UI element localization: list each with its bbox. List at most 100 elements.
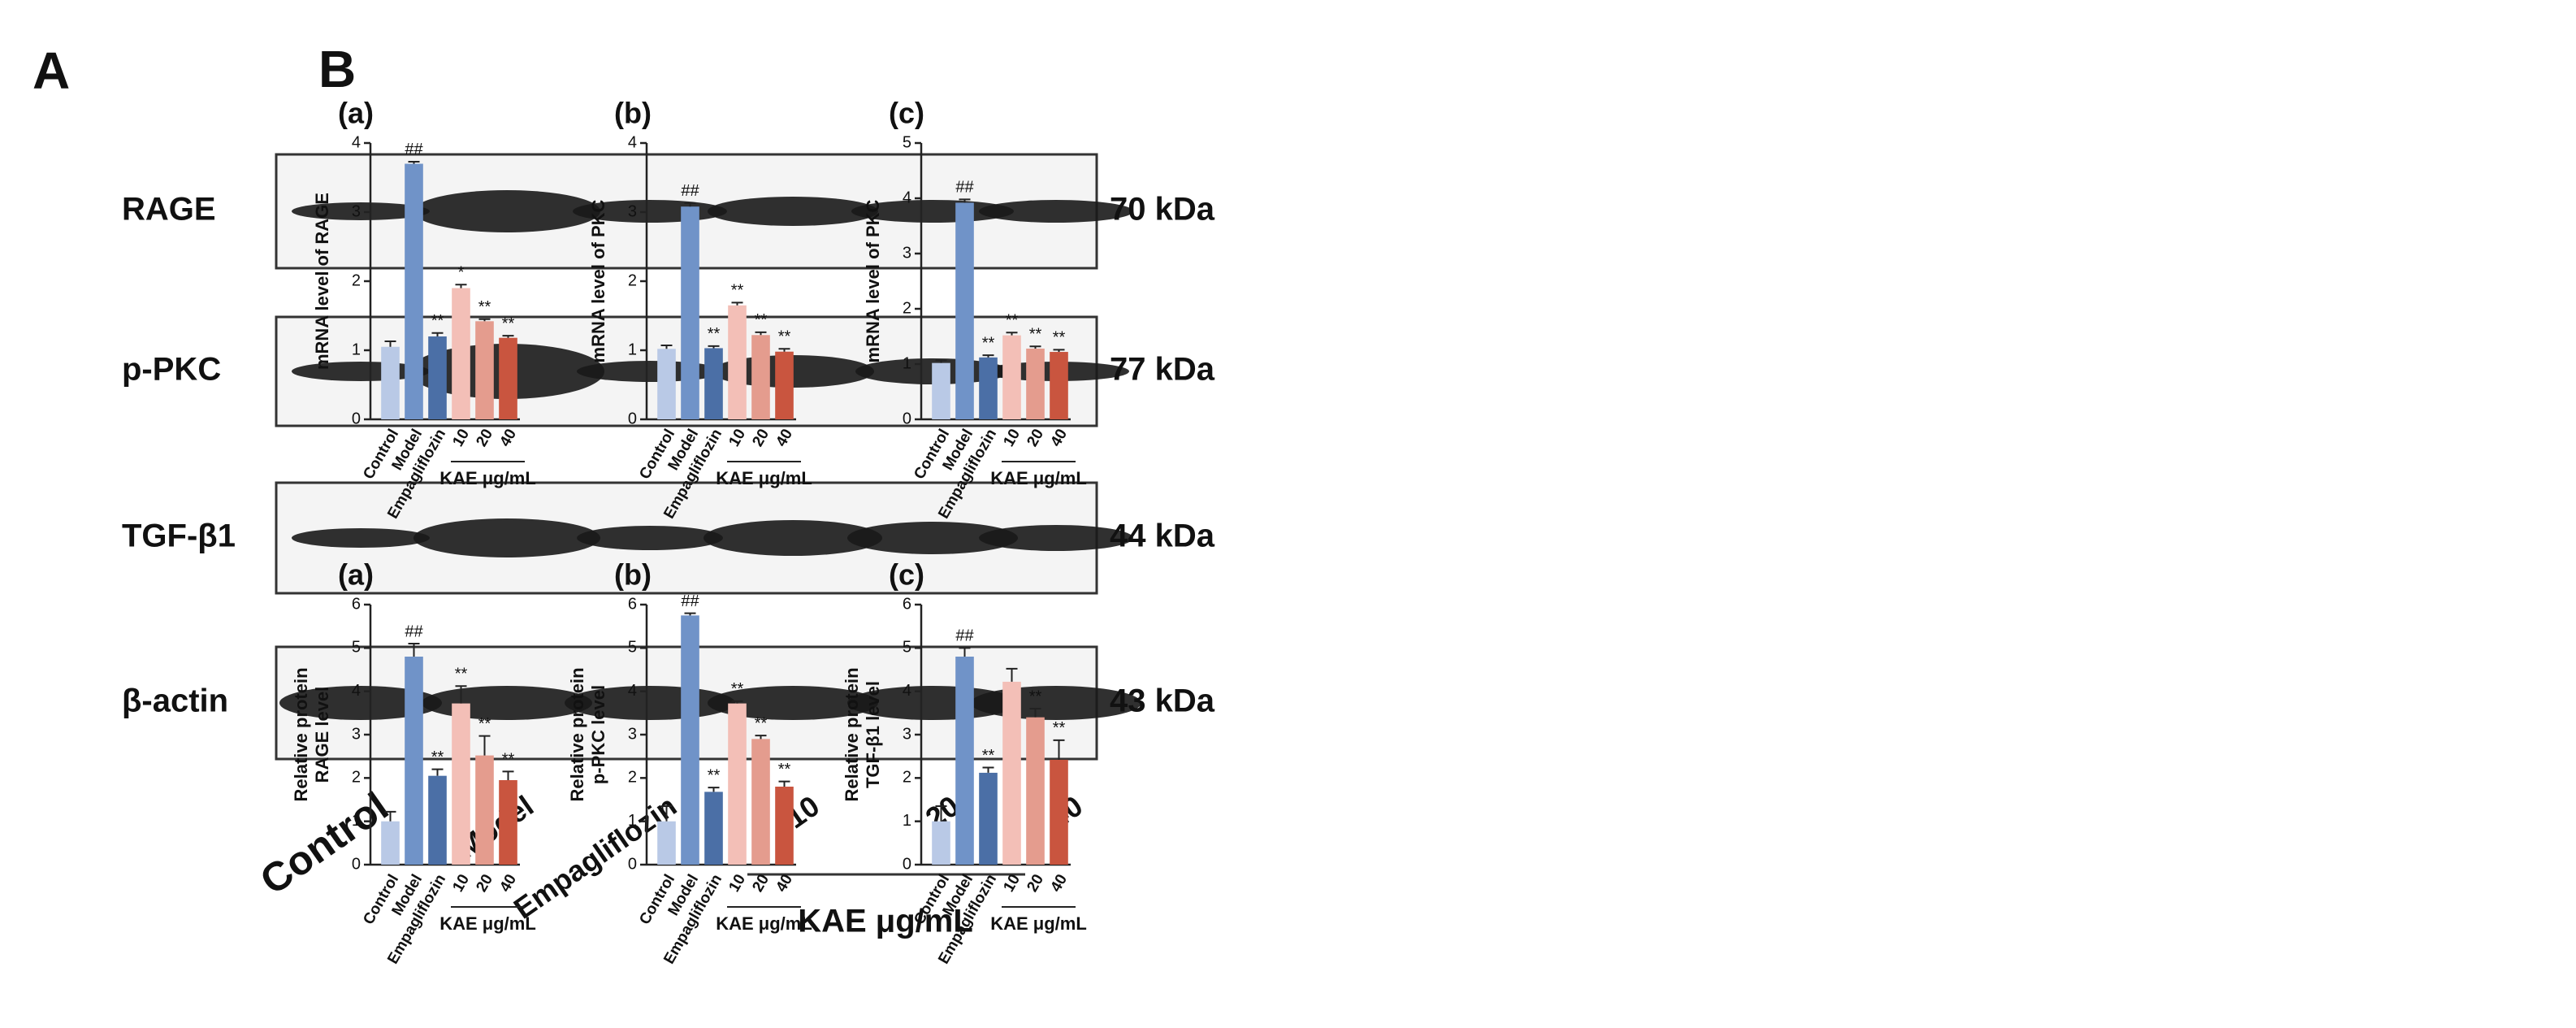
y-tick-label: 2 — [352, 271, 361, 289]
significance-marker: ** — [431, 748, 444, 766]
y-axis-label: Relative protein — [291, 667, 311, 801]
chart-title: (b) — [614, 97, 652, 130]
x-tick-label: 10 — [725, 427, 749, 450]
lane-label: Control — [252, 783, 396, 904]
chart-title: (c) — [889, 558, 924, 592]
bar — [751, 739, 770, 865]
bar — [428, 775, 447, 865]
significance-marker: ** — [1053, 719, 1066, 737]
y-axis-label: Relative protein — [567, 667, 587, 801]
y-tick-label: 4 — [628, 133, 637, 151]
error-bar — [982, 766, 994, 773]
y-tick-label: 5 — [352, 639, 361, 657]
group-label: KAE μg/mL — [439, 468, 536, 488]
x-tick-label: 40 — [773, 427, 796, 450]
y-tick-label: 5 — [903, 639, 911, 657]
error-bar — [384, 340, 396, 347]
bar — [1026, 717, 1045, 865]
blot-band — [979, 200, 1133, 223]
significance-marker: ** — [755, 311, 768, 329]
group-label: KAE μg/mL — [990, 468, 1087, 488]
chart-title: (b) — [614, 558, 652, 592]
y-tick-label: 1 — [352, 812, 361, 830]
error-bar — [502, 770, 514, 780]
bar — [1050, 352, 1068, 419]
y-tick-label: 2 — [352, 769, 361, 787]
blot-band — [708, 197, 878, 226]
bar — [499, 780, 517, 865]
error-bar — [455, 685, 467, 704]
y-tick-label: 0 — [903, 855, 911, 873]
significance-marker: ** — [1006, 312, 1019, 330]
bar — [932, 362, 950, 419]
error-bar — [959, 647, 971, 657]
bar — [955, 202, 974, 419]
y-tick-label: 4 — [903, 682, 911, 700]
error-bar — [982, 354, 994, 358]
significance-marker: ** — [1029, 326, 1042, 344]
bar — [428, 336, 447, 419]
error-bar — [431, 768, 444, 776]
x-tick-label: 20 — [473, 872, 496, 896]
y-tick-label: 0 — [903, 410, 911, 427]
blot-size-label: 44 kDa — [1110, 518, 1215, 554]
bar — [452, 703, 470, 865]
significance-marker: ** — [478, 298, 491, 316]
blot-band — [292, 528, 430, 548]
error-bar — [684, 612, 696, 616]
blot-size-label: 70 kDa — [1110, 192, 1215, 228]
bar — [704, 792, 723, 865]
bar — [1050, 759, 1068, 865]
bar — [775, 351, 794, 419]
bar — [955, 657, 974, 865]
y-axis-label: p-PKC level — [588, 685, 608, 784]
error-bar — [660, 805, 673, 822]
y-axis-label: mRNA level of PKC — [588, 199, 608, 362]
blot-band — [279, 686, 442, 720]
y-tick-label: 0 — [352, 410, 361, 427]
blot-size-label: 77 kDa — [1110, 352, 1215, 388]
bar — [381, 346, 400, 419]
blot-band — [979, 525, 1133, 551]
significance-marker: ## — [405, 141, 423, 158]
error-bar — [384, 810, 396, 822]
bar — [405, 163, 423, 419]
blot-size-label: 43 kDa — [1110, 683, 1215, 719]
y-axis-label: RAGE level — [312, 687, 332, 783]
y-tick-label: 4 — [628, 682, 637, 700]
significance-marker: ** — [982, 747, 995, 765]
error-bar — [1006, 332, 1018, 336]
error-bar — [959, 198, 971, 203]
group-label: KAE μg/mL — [990, 913, 1087, 934]
error-bar — [431, 332, 444, 336]
y-tick-label: 1 — [352, 340, 361, 358]
x-tick-label: 10 — [725, 872, 749, 896]
error-bar — [455, 284, 467, 288]
x-tick-label: 20 — [1024, 872, 1047, 896]
error-bar — [408, 643, 420, 657]
x-tick-label: 40 — [1047, 872, 1071, 896]
error-bar — [778, 780, 790, 787]
y-tick-label: 2 — [628, 769, 637, 787]
error-bar — [1053, 739, 1065, 760]
y-tick-label: 1 — [628, 812, 637, 830]
y-tick-label: 3 — [352, 202, 361, 220]
error-bar — [731, 301, 743, 306]
x-tick-label: 40 — [1047, 427, 1071, 450]
blot-band — [292, 202, 430, 220]
significance-marker: ## — [405, 622, 423, 640]
y-tick-label: 3 — [352, 725, 361, 743]
y-tick-label: 0 — [628, 410, 637, 427]
significance-marker: ## — [955, 179, 974, 197]
blot-row-label: RAGE — [122, 192, 216, 228]
y-tick-label: 5 — [903, 133, 911, 151]
bar — [475, 321, 494, 419]
chart-title: (a) — [338, 558, 374, 592]
bar — [1026, 348, 1045, 419]
group-label: KAE μg/mL — [716, 913, 812, 934]
error-bar — [1029, 708, 1041, 718]
error-bar — [755, 735, 767, 740]
blot-band — [847, 522, 1018, 554]
panel-label: A — [32, 41, 70, 100]
panel-label: B — [318, 40, 356, 98]
